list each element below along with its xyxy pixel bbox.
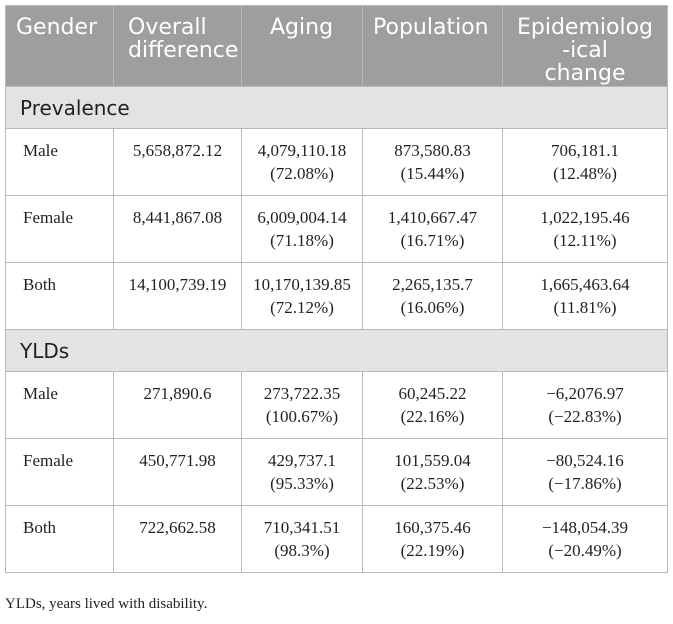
section-title: YLDs <box>5 329 668 372</box>
aging-cell: 4,079,110.18 (72.08%) <box>241 128 363 196</box>
gender-cell: Both <box>5 262 114 330</box>
aging-cell: 429,737.1 (95.33%) <box>241 438 363 506</box>
epi-value: 1,022,195.46 <box>540 208 630 227</box>
population-cell: 160,375.46 (22.19%) <box>362 505 503 573</box>
aging-value: 6,009,004.14 <box>257 208 347 227</box>
header-epidemiological-change: Epidemiolog -ical change <box>502 5 668 87</box>
epi-value: 706,181.1 <box>551 141 619 160</box>
gender-cell: Female <box>5 438 114 506</box>
aging-percent: (72.08%) <box>270 164 334 183</box>
aging-percent: (72.12%) <box>270 298 334 317</box>
aging-value: 273,722.35 <box>263 384 341 403</box>
population-percent: (15.44%) <box>400 164 465 183</box>
population-cell: 101,559.04 (22.53%) <box>362 438 503 506</box>
aging-value: 429,737.1 <box>268 451 336 470</box>
header-row: Gender Overall difference Aging Populati… <box>5 5 668 87</box>
header-population: Population <box>362 5 503 87</box>
overall-cell: 5,658,872.12 <box>113 128 242 196</box>
epi-cell: −148,054.39 (−20.49%) <box>502 505 668 573</box>
aging-cell: 710,341.51 (98.3%) <box>241 505 363 573</box>
header-epi-line-1: Epidemiolog <box>516 15 654 40</box>
overall-cell: 8,441,867.08 <box>113 195 242 263</box>
epi-value: −80,524.16 <box>546 451 624 470</box>
population-value: 60,245.22 <box>398 384 467 403</box>
gender-cell: Male <box>5 128 114 196</box>
epi-cell: −80,524.16 (−17.86%) <box>502 438 668 506</box>
aging-cell: 10,170,139.85 (72.12%) <box>241 262 363 330</box>
epi-percent: (12.48%) <box>553 164 617 183</box>
population-cell: 873,580.83 (15.44%) <box>362 128 503 196</box>
header-gender-label: Gender <box>16 15 98 40</box>
epi-cell: 1,022,195.46 (12.11%) <box>502 195 668 263</box>
aging-percent: (71.18%) <box>270 231 334 250</box>
aging-percent: (95.33%) <box>270 474 334 493</box>
gender-cell: Both <box>5 505 114 573</box>
gender-cell: Male <box>5 371 114 439</box>
epi-value: −6,2076.97 <box>546 384 624 403</box>
overall-cell: 722,662.58 <box>113 505 242 573</box>
table-footnote: YLDs, years lived with disability. <box>5 596 208 612</box>
population-value: 873,580.83 <box>394 141 471 160</box>
section-title: Prevalence <box>5 86 668 129</box>
table-row: Male 271,890.6 273,722.35 (100.67%) 60,24… <box>5 371 668 439</box>
header-overall-difference: Overall difference <box>113 5 242 87</box>
decomposition-table: Gender Overall difference Aging Populati… <box>5 5 668 573</box>
header-epi-line-2: -ical <box>562 38 608 63</box>
header-population-label: Population <box>373 15 489 40</box>
aging-value: 710,341.51 <box>263 518 341 537</box>
population-value: 2,265,135.7 <box>392 275 473 294</box>
population-percent: (16.06%) <box>400 298 465 317</box>
epi-cell: 706,181.1 (12.48%) <box>502 128 668 196</box>
overall-cell: 271,890.6 <box>113 371 242 439</box>
header-aging: Aging <box>241 5 363 87</box>
population-value: 1,410,667.47 <box>387 208 478 227</box>
aging-percent: (98.3%) <box>274 541 330 560</box>
population-value: 160,375.46 <box>394 518 471 537</box>
epi-percent: (11.81%) <box>553 298 617 317</box>
aging-percent: (100.67%) <box>265 407 339 426</box>
table-row: Both 14,100,739.19 10,170,139.85 (72.12%)… <box>5 262 668 330</box>
population-percent: (16.71%) <box>400 231 465 250</box>
epi-percent: (12.11%) <box>553 231 617 250</box>
epi-cell: 1,665,463.64 (11.81%) <box>502 262 668 330</box>
gender-cell: Female <box>5 195 114 263</box>
header-overall-line-2: difference <box>128 38 239 63</box>
epi-value: −148,054.39 <box>541 518 629 537</box>
population-percent: (22.19%) <box>400 541 465 560</box>
population-percent: (22.16%) <box>400 407 465 426</box>
population-value: 101,559.04 <box>394 451 471 470</box>
overall-cell: 450,771.98 <box>113 438 242 506</box>
aging-value: 4,079,110.18 <box>257 141 347 160</box>
table-row: Both 722,662.58 710,341.51 (98.3%) 160,37… <box>5 505 668 573</box>
header-aging-label: Aging <box>270 15 334 40</box>
table-row: Female 450,771.98 429,737.1 (95.33%) 101,… <box>5 438 668 506</box>
epi-percent: (−22.83%) <box>548 407 622 426</box>
population-percent: (22.53%) <box>400 474 465 493</box>
table-row: Female 8,441,867.08 6,009,004.14 (71.18%)… <box>5 195 668 263</box>
epi-cell: −6,2076.97 (−22.83%) <box>502 371 668 439</box>
epi-value: 1,665,463.64 <box>540 275 630 294</box>
table-row: Male 5,658,872.12 4,079,110.18 (72.08%) 8… <box>5 128 668 196</box>
aging-cell: 6,009,004.14 (71.18%) <box>241 195 363 263</box>
population-cell: 2,265,135.7 (16.06%) <box>362 262 503 330</box>
overall-cell: 14,100,739.19 <box>113 262 242 330</box>
header-gender: Gender <box>5 5 114 87</box>
aging-cell: 273,722.35 (100.67%) <box>241 371 363 439</box>
population-cell: 1,410,667.47 (16.71%) <box>362 195 503 263</box>
epi-percent: (−17.86%) <box>548 474 622 493</box>
epi-percent: (−20.49%) <box>548 541 622 560</box>
section-row-prevalence: Prevalence <box>5 86 668 129</box>
header-epi-line-3: change <box>544 61 626 86</box>
header-overall-line-1: Overall <box>128 15 207 40</box>
population-cell: 60,245.22 (22.16%) <box>362 371 503 439</box>
section-row-ylds: YLDs <box>5 329 668 372</box>
aging-value: 10,170,139.85 <box>253 275 351 294</box>
